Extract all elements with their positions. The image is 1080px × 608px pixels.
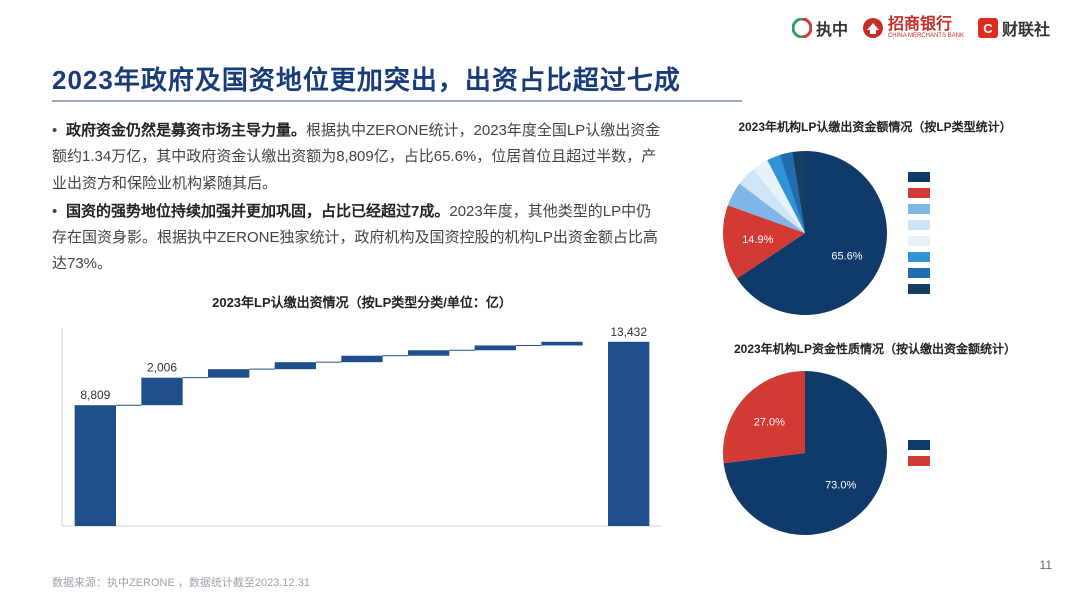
page-number: 11 [1040, 558, 1052, 572]
p2-bold: 国资的强势地位持续加强并更加巩固，占比已经超过7成。 [66, 203, 449, 220]
legend-swatch [908, 220, 930, 230]
pie2-title: 2023年机构LP资金性质情况（按认缴出资金额统计） [710, 340, 1040, 357]
logo-cmb-en: CHINA MERCHANTS BANK [888, 33, 964, 39]
pie2-legend [908, 440, 930, 466]
paragraph-1: •政府资金仍然是募资市场主导力量。根据执中ZERONE统计，2023年度全国LP… [52, 118, 662, 197]
slide: 执中 招商银行 CHINA MERCHANTS BANK C 财联社 2023年… [0, 0, 1080, 608]
logo-bar: 执中 招商银行 CHINA MERCHANTS BANK C 财联社 [792, 16, 1050, 40]
logo-cmb-cn: 招商银行 [888, 17, 964, 33]
pie2-chart: 73.0% 27.0% [710, 358, 900, 548]
paragraph-2: •国资的强势地位持续加强并更加巩固，占比已经超过7成。2023年度，其他类型的L… [52, 199, 662, 278]
svg-text:13,432: 13,432 [610, 325, 647, 339]
legend-swatch [908, 188, 930, 198]
svg-text:27.0%: 27.0% [754, 417, 785, 429]
legend-swatch [908, 204, 930, 214]
svg-text:2,006: 2,006 [147, 361, 177, 375]
logo-zhizhong: 执中 [792, 16, 848, 40]
bar-chart: 8,809 2,006 13,432 [52, 310, 672, 540]
source-note: 数据来源：执中ZERONE ，数据统计截至2023.12.31 [52, 574, 310, 590]
legend-swatch [908, 172, 930, 182]
page-title: 2023年政府及国资地位更加突出，出资占比超过七成 [52, 60, 681, 97]
pie1-legend [908, 172, 930, 294]
pie1-wrap: 65.6% 14.9% [710, 138, 1040, 328]
p1-bold: 政府资金仍然是募资市场主导力量。 [66, 122, 306, 139]
legend-swatch [908, 268, 930, 278]
legend-swatch [908, 456, 930, 466]
bar-chart-title: 2023年LP认缴出资情况（按LP类型分类/单位：亿） [52, 292, 672, 311]
logo-zhizhong-text: 执中 [816, 16, 848, 40]
pie1-chart: 65.6% 14.9% [710, 138, 900, 328]
logo-cmb: 招商银行 CHINA MERCHANTS BANK [862, 17, 964, 39]
logo-cls-icon: C [978, 18, 998, 38]
logo-cls: C 财联社 [978, 16, 1050, 40]
svg-text:14.9%: 14.9% [742, 234, 773, 246]
svg-text:65.6%: 65.6% [831, 250, 862, 262]
title-underline [52, 100, 742, 102]
pie2-wrap: 73.0% 27.0% [710, 358, 1040, 548]
svg-text:73.0%: 73.0% [825, 479, 856, 491]
legend-swatch [908, 284, 930, 294]
legend-swatch [908, 236, 930, 246]
pie1-title: 2023年机构LP认缴出资金额情况（按LP类型统计） [710, 118, 1040, 135]
body-text: •政府资金仍然是募资市场主导力量。根据执中ZERONE统计，2023年度全国LP… [52, 118, 662, 280]
logo-cls-text: 财联社 [1002, 16, 1050, 40]
legend-swatch [908, 440, 930, 450]
legend-swatch [908, 252, 930, 262]
svg-text:8,809: 8,809 [80, 388, 110, 402]
